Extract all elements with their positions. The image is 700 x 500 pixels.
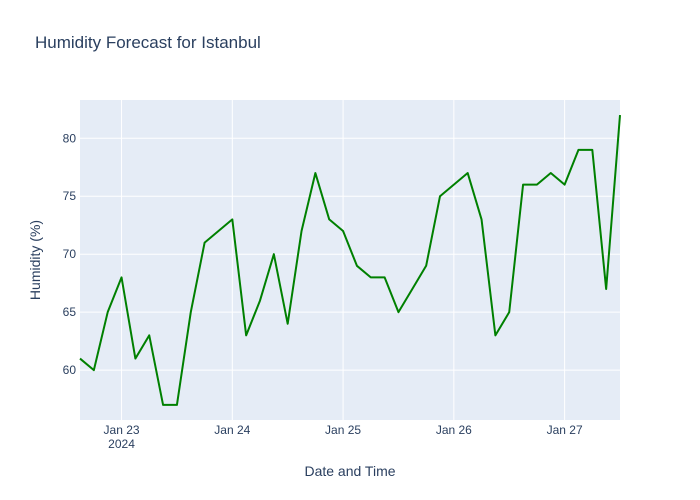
y-tick-label: 80 — [63, 131, 77, 145]
x-tick-label: Jan 27 — [547, 423, 583, 437]
chart-title: Humidity Forecast for Istanbul — [35, 33, 261, 52]
x-axis-title: Date and Time — [304, 463, 395, 479]
series-layer — [79, 114, 621, 406]
y-tick-label: 60 — [63, 363, 77, 377]
y-axis-title: Humidity (%) — [27, 220, 43, 300]
x-tick-label: Jan 23 — [104, 423, 140, 437]
y-tick-label: 75 — [63, 189, 77, 203]
x-tick-label: Jan 26 — [436, 423, 472, 437]
x-tick-year-label: 2024 — [108, 437, 135, 451]
y-tick-label: 70 — [63, 247, 77, 261]
x-tick-label: Jan 24 — [214, 423, 250, 437]
x-tick-label: Jan 25 — [325, 423, 361, 437]
y-axis-ticks: 60 65 70 75 80 — [63, 131, 77, 377]
series-line — [79, 114, 621, 406]
plot-background — [80, 100, 620, 420]
grid-layer — [80, 100, 620, 420]
y-tick-label: 65 — [63, 305, 77, 319]
